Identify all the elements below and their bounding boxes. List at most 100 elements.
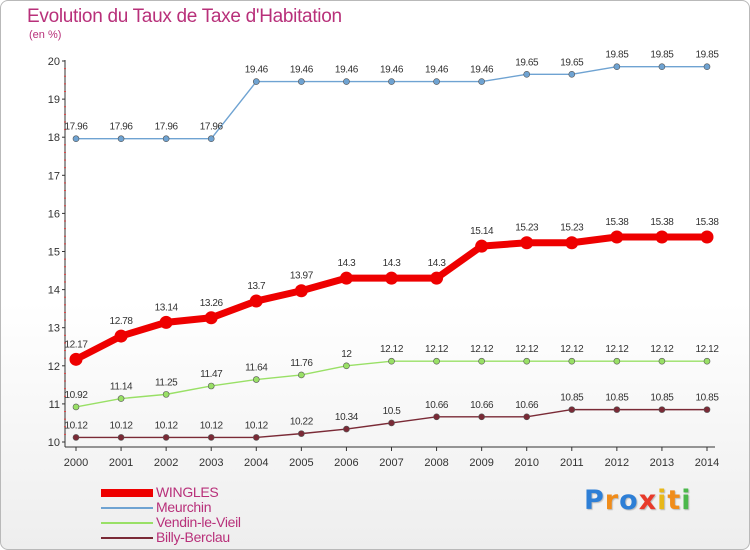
x-tick-label: 2009 xyxy=(469,457,493,469)
logo-letter: i xyxy=(657,485,668,516)
data-label-vendin-le-vieil: 11.14 xyxy=(110,382,133,393)
data-point-wingles xyxy=(385,271,398,285)
legend-label: WINGLES xyxy=(156,484,219,500)
data-label-vendin-le-vieil: 12 xyxy=(341,349,352,360)
data-label-wingles: 13.26 xyxy=(200,298,224,309)
data-point-meurchin xyxy=(568,71,576,78)
y-tick-label: 18 xyxy=(48,132,60,144)
data-label-wingles: 13.7 xyxy=(247,281,266,292)
logo-letter: i xyxy=(681,485,692,516)
data-point-meurchin xyxy=(298,78,305,85)
data-label-billy-berclau: 10.85 xyxy=(560,393,584,404)
logo-letter: o xyxy=(619,485,639,516)
data-point-meurchin xyxy=(343,78,350,85)
data-point-wingles xyxy=(69,352,83,366)
data-point-wingles xyxy=(520,236,534,250)
data-label-wingles: 14.3 xyxy=(383,258,402,269)
data-point-billy-berclau xyxy=(703,406,711,413)
data-label-wingles: 15.38 xyxy=(605,217,629,228)
data-point-vendin-le-vieil xyxy=(117,395,125,402)
data-label-meurchin: 19.85 xyxy=(695,50,719,61)
data-label-meurchin: 19.46 xyxy=(335,65,359,76)
data-label-vendin-le-vieil: 12.12 xyxy=(605,344,629,355)
logo-letter: x xyxy=(638,485,658,516)
data-point-vendin-le-vieil xyxy=(162,391,170,398)
data-label-meurchin: 19.65 xyxy=(560,57,584,68)
data-point-billy-berclau xyxy=(207,434,215,441)
data-point-meurchin xyxy=(523,71,531,78)
data-point-wingles xyxy=(294,284,308,298)
data-label-billy-berclau: 10.85 xyxy=(650,393,674,404)
x-tick-label: 2004 xyxy=(244,457,268,469)
data-point-meurchin xyxy=(117,135,125,143)
data-point-billy-berclau xyxy=(162,434,170,441)
x-tick-label: 2007 xyxy=(379,457,403,469)
data-point-wingles xyxy=(339,271,353,285)
data-label-billy-berclau: 10.12 xyxy=(64,420,88,431)
x-tick-label: 2013 xyxy=(650,457,674,469)
data-label-meurchin: 19.46 xyxy=(380,65,404,76)
data-label-meurchin: 17.96 xyxy=(200,122,224,133)
series-line-wingles xyxy=(72,233,711,363)
data-label-billy-berclau: 10.85 xyxy=(695,393,719,404)
data-label-vendin-le-vieil: 12.12 xyxy=(425,344,449,355)
logo-letter: P xyxy=(584,485,605,516)
data-label-vendin-le-vieil: 10.92 xyxy=(64,390,88,401)
data-point-wingles xyxy=(430,271,444,285)
data-point-vendin-le-vieil xyxy=(613,357,621,365)
data-label-wingles: 14.3 xyxy=(428,258,447,269)
data-point-meurchin xyxy=(613,63,621,71)
data-label-wingles: 12.78 xyxy=(110,316,134,327)
data-label-wingles: 12.17 xyxy=(64,339,88,350)
data-point-wingles xyxy=(700,230,714,244)
data-label-billy-berclau: 10.12 xyxy=(245,420,269,431)
data-label-meurchin: 19.46 xyxy=(425,65,449,76)
data-label-vendin-le-vieil: 12.12 xyxy=(650,344,674,355)
data-label-wingles: 14.3 xyxy=(337,258,356,269)
x-tick-label: 2012 xyxy=(605,457,629,469)
data-point-wingles xyxy=(159,315,173,329)
legend-swatch xyxy=(101,522,153,524)
y-tick-label: 17 xyxy=(48,170,60,182)
data-label-billy-berclau: 10.12 xyxy=(155,420,179,431)
data-point-meurchin xyxy=(162,135,170,143)
data-point-vendin-le-vieil xyxy=(703,357,711,365)
data-label-billy-berclau: 10.34 xyxy=(335,412,359,423)
y-tick-label: 14 xyxy=(48,285,60,297)
data-label-wingles: 15.14 xyxy=(470,226,494,237)
data-point-meurchin xyxy=(703,63,711,71)
x-tick-label: 2011 xyxy=(560,457,584,469)
data-label-wingles: 13.14 xyxy=(155,302,179,313)
data-label-billy-berclau: 10.66 xyxy=(470,400,494,411)
data-point-vendin-le-vieil xyxy=(343,362,350,370)
data-label-meurchin: 19.46 xyxy=(470,65,494,76)
data-label-wingles: 15.38 xyxy=(650,217,674,228)
y-tick-label: 10 xyxy=(48,437,60,449)
data-point-billy-berclau xyxy=(252,434,260,441)
x-tick-label: 2006 xyxy=(334,457,358,469)
data-point-billy-berclau xyxy=(658,406,666,413)
data-label-meurchin: 17.96 xyxy=(155,122,179,133)
data-point-meurchin xyxy=(207,135,215,143)
data-point-vendin-le-vieil xyxy=(252,376,260,383)
data-point-billy-berclau xyxy=(343,425,350,433)
data-label-vendin-le-vieil: 12.12 xyxy=(695,344,719,355)
data-label-vendin-le-vieil: 11.64 xyxy=(245,363,268,374)
data-point-meurchin xyxy=(252,78,260,85)
data-point-meurchin xyxy=(72,135,80,143)
data-label-wingles: 15.38 xyxy=(695,217,719,228)
data-point-wingles xyxy=(204,311,218,325)
proxiti-logo: Proxiti xyxy=(584,485,692,516)
data-label-vendin-le-vieil: 12.12 xyxy=(380,344,404,355)
data-point-wingles xyxy=(655,230,669,244)
data-point-vendin-le-vieil xyxy=(72,403,80,411)
x-tick-label: 2001 xyxy=(109,457,133,469)
legend-swatch xyxy=(101,537,153,539)
data-point-billy-berclau xyxy=(613,406,621,413)
data-label-vendin-le-vieil: 11.25 xyxy=(155,377,178,388)
data-label-billy-berclau: 10.66 xyxy=(515,400,539,411)
x-tick-label: 2014 xyxy=(695,457,719,469)
legend-label: Vendin-le-Vieil xyxy=(156,514,241,530)
